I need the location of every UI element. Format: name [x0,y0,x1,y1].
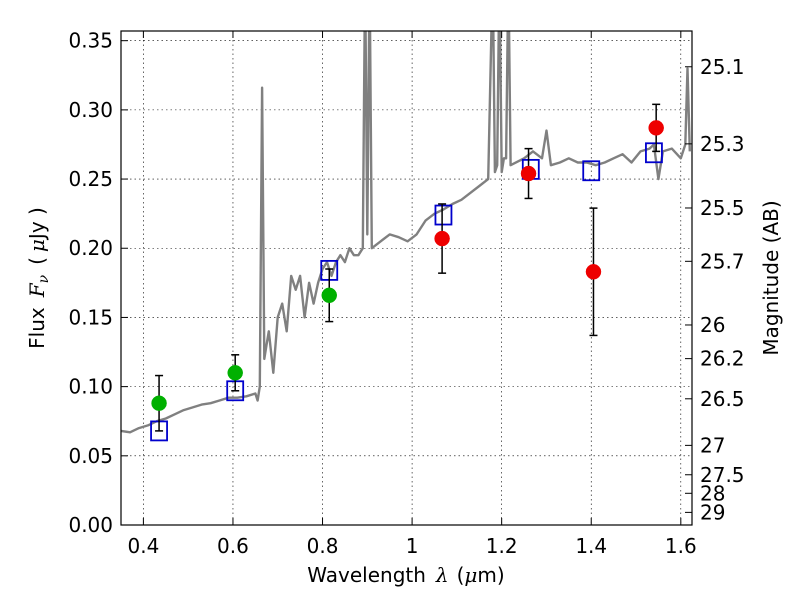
x-tick-label-4: 1.2 [486,534,518,558]
x-axis-unit-rest: m) [477,563,504,587]
y-tick-label-5: 0.25 [68,167,113,191]
right-tick-label-2: 25.5 [700,196,745,220]
observed-point-2-2 [321,287,337,304]
model-square-6 [645,142,663,164]
data-layer [121,31,691,442]
right-tick-label-3: 25.7 [700,249,745,273]
x-axis-unit-open: ( [457,563,465,587]
observed-point-2-1 [227,365,243,381]
y-axis-symbol-sub: ν [36,274,52,283]
y-axis-label: Flux [25,307,49,349]
y-axis-symbol: F [25,282,49,298]
x-tick-label-5: 1.4 [575,534,607,558]
y-tick-label-4: 0.20 [68,236,113,260]
x-axis-title: Wavelength λ (μm) [307,563,504,587]
model-square-5 [582,160,601,182]
right-tick-label-0: 25.1 [700,55,745,79]
ticks: 0.4 0.6 0.8 1 1.2 1.4 1.6 0.00 0.05 0.10 0.15 0.20 0… [68,29,744,558]
right-tick-label-5: 26.2 [700,347,745,371]
observed-point-3-3 [648,120,664,136]
observed-point-3-0 [434,230,450,247]
y-axis-unit-mu: μ [25,239,49,252]
right-tick-label-10: 29 [700,500,725,524]
right-tick-label-8: 27.5 [700,463,745,487]
right-tick-label-4: 26 [700,313,725,337]
model-square-3 [434,204,453,226]
x-axis-unit-mu: μ [464,563,477,587]
x-tick-label-2: 0.8 [307,534,339,558]
right-tick-label-1: 25.3 [700,132,745,156]
y-tick-label-6: 0.30 [68,98,113,122]
y-axis-unit-rest: Jy ) [25,207,49,241]
observed-point-2-0 [151,395,167,411]
x-tick-label-1: 0.6 [217,534,249,558]
right-tick-label-9: 28 [700,481,725,505]
x-tick-label-3: 1 [406,534,419,558]
right-tick-label-7: 27 [700,433,725,457]
right-tick-label-6: 26.5 [700,387,745,411]
y-axis-unit-open: ( [25,257,49,265]
y-tick-label-3: 0.15 [68,305,113,329]
observed-point-3-1 [520,165,537,182]
x-tick-label-0: 0.4 [127,534,159,558]
observed-point-3-2 [585,264,602,280]
x-tick-label-6: 1.6 [665,534,697,558]
plot-frame [120,30,693,526]
x-axis-label: Wavelength [307,563,426,587]
x-axis-symbol: λ [435,563,449,587]
y-tick-label-2: 0.10 [68,375,113,399]
y-tick-label-0: 0.00 [68,513,113,537]
y-tick-label-7: 0.35 [68,29,113,53]
right-axis-title: Magnitude (AB) [759,200,783,355]
y-axis-title: Flux Fν ( μJy ) [25,207,52,349]
y-tick-label-1: 0.05 [68,444,113,468]
plot-background [121,31,692,525]
